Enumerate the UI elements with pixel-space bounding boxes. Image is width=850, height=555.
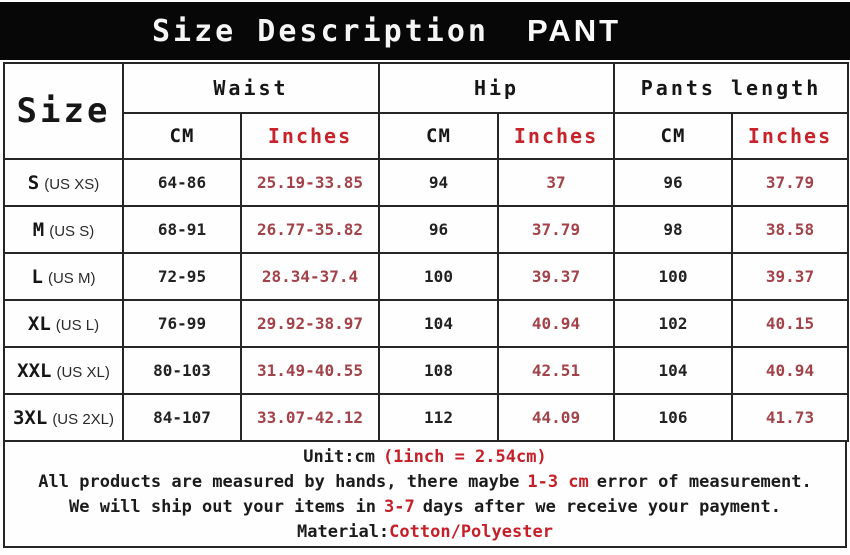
table-row-s: S (US XS) 64-86 25.19-33.85 94 37 96 37.7… [3,158,849,207]
hip-cm-value: 96 [378,205,499,254]
us-size-label: (US L) [55,316,100,334]
unit-note: Unit:cm (1inch = 2.54cm) [303,445,546,469]
size-chart-table: Size Waist Hip Pants length CM Inches CM… [3,62,849,442]
waist-cm-value: 68-91 [122,205,242,254]
table-row-3xl: 3XL (US 2XL) 84-107 33.07-42.12 112 44.09… [3,393,849,442]
length-inches-value: 40.94 [731,346,849,395]
length-cm-value: 106 [613,393,733,442]
hip-inches-value: 39.37 [497,252,615,301]
size-label-cell: XL (US L) [3,299,124,348]
length-cm-value: 100 [613,252,733,301]
waist-cm-value: 84-107 [122,393,242,442]
size-code: M [32,218,45,241]
size-code: XL [27,312,51,335]
length-cm-value: 104 [613,346,733,395]
us-size-label: (US M) [47,269,96,287]
measurement-note: All products are measured by hands, ther… [38,470,811,494]
hip-inches-value: 42.51 [497,346,615,395]
unit-conversion-text: (1inch = 2.54cm) [382,446,547,467]
us-size-label: (US XL) [56,363,110,381]
length-inches-value: 39.37 [731,252,849,301]
hip-cm-value: 94 [378,158,499,207]
product-name-label: PANT [526,13,622,48]
hip-cm-value: 104 [378,299,499,348]
waist-group-header: Waist [122,62,380,114]
length-cm-value: 102 [613,299,733,348]
hip-inches-value: 40.94 [497,299,615,348]
length-cm-value: 98 [613,205,733,254]
waist-inches-header: Inches [240,112,380,160]
hip-inches-header: Inches [497,112,615,160]
length-cm-header: CM [613,112,733,160]
size-code: S [27,171,40,194]
footer-notes-box: Unit:cm (1inch = 2.54cm) All products ar… [3,440,847,548]
waist-cm-header: CM [122,112,242,160]
pants-length-group-header: Pants length [613,62,849,114]
size-code: L [31,265,43,288]
size-column-header: Size [3,62,124,160]
us-size-label: (US 2XL) [52,410,114,428]
length-inches-value: 38.58 [731,205,849,254]
table-row-xl: XL (US L) 76-99 29.92-38.97 104 40.94 102… [3,299,849,348]
waist-cm-value: 76-99 [122,299,242,348]
waist-inches-value: 25.19-33.85 [240,158,380,207]
waist-inches-value: 28.34-37.4 [240,252,380,301]
length-inches-value: 40.15 [731,299,849,348]
unit-note-label: Unit:cm [303,446,375,467]
waist-cm-value: 72-95 [122,252,242,301]
title-bar: Size Description PANT [0,2,850,60]
hip-inches-value: 37 [497,158,615,207]
hip-cm-header: CM [378,112,499,160]
waist-inches-value: 26.77-35.82 [240,205,380,254]
hip-cm-value: 108 [378,346,499,395]
length-inches-value: 41.73 [731,393,849,442]
hip-inches-value: 44.09 [497,393,615,442]
waist-inches-value: 29.92-38.97 [240,299,380,348]
material-value: Cotton/Polyester [389,521,553,542]
size-label-cell: L (US M) [3,252,124,301]
size-label-cell: S (US XS) [3,158,124,207]
size-label-cell: XXL (US XL) [3,346,124,395]
table-subheader-row: CM Inches CM Inches CM Inches [4,112,849,160]
us-size-label: (US XS) [44,175,100,193]
length-inches-header: Inches [731,112,849,160]
length-cm-value: 96 [613,158,733,207]
hip-inches-value: 37.79 [497,205,615,254]
hip-group-header: Hip [378,62,615,114]
us-size-label: (US S) [49,222,95,240]
hip-cm-value: 112 [378,393,499,442]
page-title: Size Description [152,13,489,49]
measurement-error-range: 1-3 cm [527,471,589,492]
size-label-cell: 3XL (US 2XL) [3,393,124,442]
measurement-note-post: error of measurement. [596,471,812,492]
shipping-note-pre: We will ship out your items in [69,496,377,517]
size-code: 3XL [12,406,48,429]
shipping-note-post: days after we receive your payment. [422,496,781,517]
waist-cm-value: 80-103 [122,346,242,395]
size-label-cell: M (US S) [3,205,124,254]
table-row-m: M (US S) 68-91 26.77-35.82 96 37.79 98 38… [3,205,849,254]
material-label: Material: [297,521,390,542]
waist-inches-value: 31.49-40.55 [240,346,380,395]
table-row-l: L (US M) 72-95 28.34-37.4 100 39.37 100 3… [3,252,849,301]
table-row-xxl: XXL (US XL) 80-103 31.49-40.55 108 42.51 … [3,346,849,395]
waist-cm-value: 64-86 [122,158,242,207]
waist-inches-value: 33.07-42.12 [240,393,380,442]
shipping-days-range: 3-7 [384,496,415,517]
measurement-note-pre: All products are measured by hands, ther… [38,471,520,492]
length-inches-value: 37.79 [731,158,849,207]
material-note: Material: Cotton/Polyester [297,520,553,544]
size-code: XXL [17,359,52,382]
hip-cm-value: 100 [378,252,499,301]
shipping-note: We will ship out your items in 3-7 days … [69,495,781,519]
table-group-header-row: Size Waist Hip Pants length [3,62,849,160]
